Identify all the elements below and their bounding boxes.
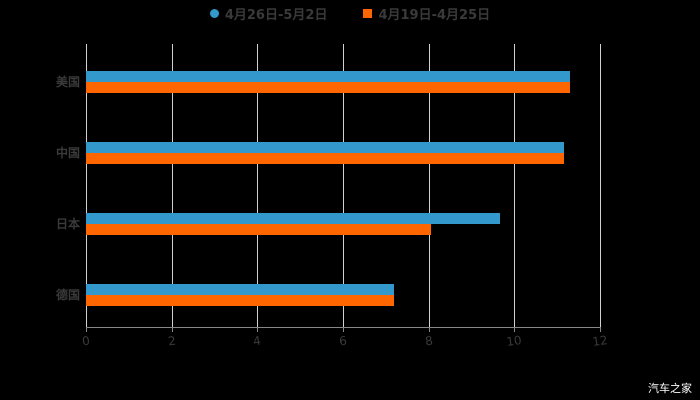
gridline bbox=[171, 44, 173, 327]
y-category-label: 中国 bbox=[55, 146, 80, 161]
y-category-label: 美国 bbox=[55, 75, 80, 90]
x-tick-label: 4 bbox=[252, 333, 263, 349]
plot-area bbox=[86, 44, 601, 332]
gridline bbox=[514, 44, 516, 327]
x-tick bbox=[428, 327, 430, 332]
gridline bbox=[428, 44, 430, 327]
bar-series-1[interactable] bbox=[86, 71, 571, 83]
y-category-label: 日本 bbox=[55, 216, 80, 231]
watermark: 汽车之家 bbox=[648, 382, 692, 395]
x-tick bbox=[514, 327, 516, 332]
circle-marker-icon bbox=[209, 9, 219, 18]
legend-label: 4月19日-4月25日 bbox=[378, 8, 491, 23]
bar-series-2[interactable] bbox=[86, 153, 564, 165]
legend-item-series-1[interactable]: 4月26日-5月2日 bbox=[209, 4, 328, 23]
legend-item-series-2[interactable]: 4月19日-4月25日 bbox=[363, 4, 490, 23]
x-tick-label: 10 bbox=[505, 333, 523, 349]
chart-legend: 4月26日-5月2日 4月19日-4月25日 bbox=[0, 4, 700, 23]
x-tick-label: 8 bbox=[423, 333, 434, 349]
x-tick bbox=[343, 327, 344, 332]
x-tick bbox=[86, 327, 87, 332]
gridline bbox=[86, 44, 87, 327]
x-tick bbox=[600, 327, 601, 332]
y-category-label: 德国 bbox=[55, 287, 80, 302]
bar-series-1[interactable] bbox=[86, 142, 564, 154]
legend-label: 4月26日-5月2日 bbox=[224, 8, 328, 23]
bar-series-2[interactable] bbox=[86, 223, 432, 235]
x-tick bbox=[171, 327, 173, 332]
bar-series-1[interactable] bbox=[86, 283, 395, 295]
x-tick bbox=[257, 327, 259, 332]
gridline bbox=[257, 44, 259, 327]
gridline bbox=[343, 44, 344, 327]
bar-series-2[interactable] bbox=[86, 82, 571, 94]
square-marker-icon bbox=[363, 9, 373, 18]
x-tick-label: 12 bbox=[591, 333, 609, 349]
bar-series-1[interactable] bbox=[86, 212, 501, 224]
x-tick-label: 6 bbox=[338, 333, 348, 349]
x-tick-label: 0 bbox=[81, 333, 91, 349]
x-tick-label: 2 bbox=[166, 333, 177, 349]
bar-series-2[interactable] bbox=[86, 294, 395, 306]
gridline bbox=[600, 44, 601, 327]
